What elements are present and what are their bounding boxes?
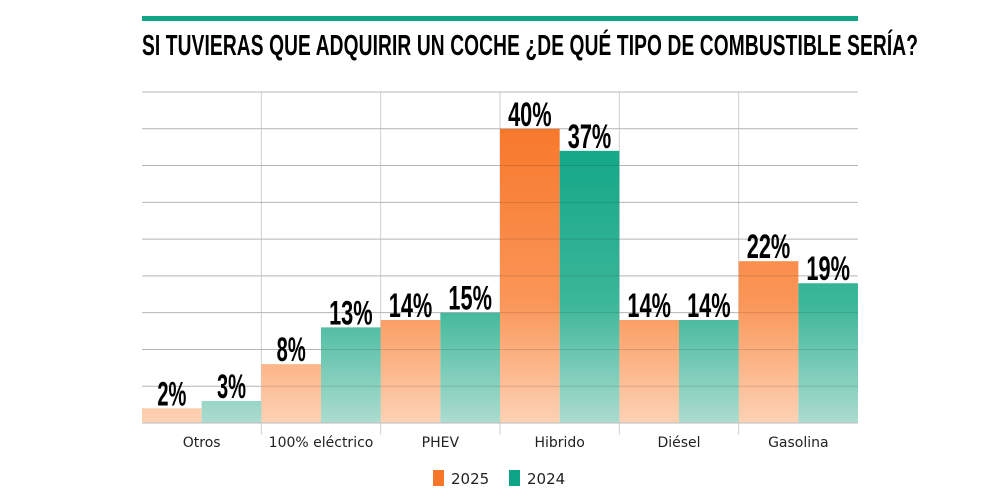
category-label: Diésel: [657, 435, 700, 451]
bar-2024-PHEV: [440, 312, 500, 423]
value-label: 3%: [217, 368, 246, 406]
bar-2025-Diésel: [619, 320, 679, 423]
legend-label: 2024: [527, 470, 565, 488]
value-label: 37%: [568, 118, 612, 156]
value-label: 22%: [747, 228, 791, 266]
value-label: 14%: [687, 287, 731, 325]
bar-2025-Otros: [142, 408, 202, 423]
value-labels: 2% 8% 14% 40% 14% 22% 3% 13% 15% 37% 14% 19%: [157, 96, 850, 414]
legend-swatch-2025: [433, 470, 444, 486]
value-label: 14%: [627, 287, 671, 325]
bar-2025-Gasolina: [738, 261, 799, 423]
legend-swatch-2024: [509, 470, 520, 486]
category-label: PHEV: [422, 435, 460, 451]
category-label: 100% eléctrico: [269, 435, 374, 451]
bar-2024-Otros: [201, 400, 262, 423]
legend-label: 2025: [451, 470, 489, 488]
value-label: 14%: [389, 287, 433, 325]
bar-2024-Gasolina: [798, 283, 858, 423]
category-labels: Otros 100% eléctrico PHEV Hibrido Diésel Gaso…: [183, 435, 829, 451]
value-label: 2%: [157, 375, 186, 413]
category-label: Hibrido: [534, 435, 584, 451]
bar-2025-Hibrido: [500, 128, 560, 423]
category-label: Gasolina: [768, 435, 829, 451]
value-label: 19%: [806, 250, 850, 288]
bar-2024-Hibrido: [559, 150, 620, 423]
bar-2024-100% eléctrico: [321, 327, 381, 423]
chart-title: SI TUVIERAS QUE ADQUIRIR UN COCHE ¿DE QU…: [142, 30, 919, 62]
value-label: 40%: [508, 96, 552, 134]
bar-2025-100% eléctrico: [261, 364, 321, 423]
bar-2025-PHEV: [380, 320, 441, 423]
value-label: 15%: [448, 280, 492, 318]
category-label: Otros: [183, 435, 221, 451]
title-accent-bar: [142, 16, 858, 21]
bar-2024-Diésel: [679, 320, 739, 423]
gridlines-overlay: [142, 91, 858, 424]
legend: 2025 2024: [433, 470, 565, 488]
value-label: 8%: [277, 331, 306, 369]
value-label: 13%: [329, 294, 373, 332]
bars: [142, 128, 858, 423]
